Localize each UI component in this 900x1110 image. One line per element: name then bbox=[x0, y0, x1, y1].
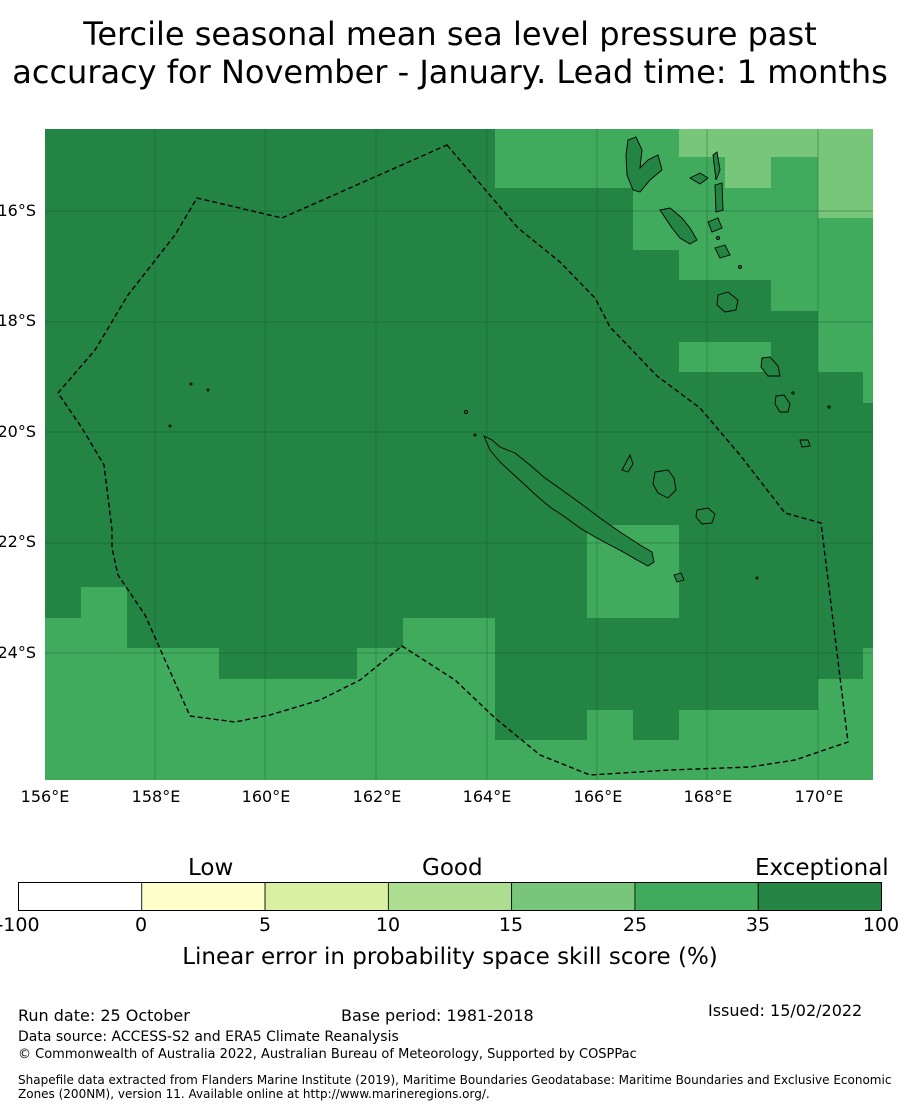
efate-island bbox=[716, 291, 739, 313]
category-exceptional: Exceptional bbox=[755, 855, 889, 881]
lifou-island bbox=[652, 469, 677, 499]
map-title-line-2: accuracy for November - January. Lead ti… bbox=[12, 53, 888, 91]
colorbar-segment bbox=[387, 882, 513, 911]
espiritu-santo-island bbox=[625, 136, 663, 193]
malekula-island bbox=[659, 207, 698, 245]
lat-label: 22°S bbox=[0, 532, 36, 551]
colorbar-tick: 15 bbox=[498, 914, 524, 936]
map-gridlines bbox=[45, 129, 873, 780]
map-title-line-1: Tercile seasonal mean sea level pressure… bbox=[83, 15, 817, 53]
colorbar-segment bbox=[511, 882, 636, 911]
colorbar-segment bbox=[264, 882, 389, 911]
skill-cells-25-35 bbox=[45, 129, 873, 780]
colorbar-tick: 5 bbox=[258, 914, 272, 936]
colorbar-tick: 35 bbox=[745, 914, 771, 936]
base-period: Base period: 1981-2018 bbox=[341, 1006, 534, 1025]
copyright: © Commonwealth of Australia 2022, Austra… bbox=[18, 1047, 637, 1062]
colorbar bbox=[18, 882, 882, 911]
new-caledonia-island bbox=[483, 435, 655, 567]
colorbar-tick: 100 bbox=[862, 914, 900, 936]
colorbar-segment bbox=[634, 882, 759, 911]
colorbar-tick: -100 bbox=[0, 914, 40, 936]
ambrym-island bbox=[707, 217, 723, 233]
lat-label: 18°S bbox=[0, 311, 36, 330]
aneityum-island bbox=[799, 439, 811, 448]
issued-date: Issued: 15/02/2022 bbox=[708, 1001, 863, 1020]
lon-label: 168°E bbox=[683, 787, 733, 806]
lon-label: 160°E bbox=[241, 787, 291, 806]
category-good: Good bbox=[422, 855, 483, 881]
colorbar-label: Linear error in probability space skill … bbox=[182, 944, 718, 970]
colorbar-tick: 0 bbox=[134, 914, 148, 936]
run-date: Run date: 25 October bbox=[18, 1006, 190, 1025]
skill-cells-15-25 bbox=[679, 129, 873, 218]
lon-label: 156°E bbox=[20, 787, 70, 806]
shapefile-credit: Shapefile data extracted from Flanders M… bbox=[18, 1073, 892, 1101]
lat-label: 20°S bbox=[0, 422, 36, 441]
eez-boundary bbox=[57, 144, 849, 776]
lat-label: 24°S bbox=[0, 643, 36, 662]
lon-label: 162°E bbox=[352, 787, 402, 806]
colorbar-tick: 25 bbox=[622, 914, 648, 936]
lon-label: 170°E bbox=[794, 787, 844, 806]
colorbar-outline bbox=[18, 882, 882, 911]
data-source: Data source: ACCESS-S2 and ERA5 Climate … bbox=[18, 1029, 399, 1045]
mare-island bbox=[695, 507, 716, 525]
maewo-island bbox=[714, 182, 724, 213]
lon-label: 158°E bbox=[131, 787, 181, 806]
skill-map bbox=[45, 129, 873, 780]
tanna-island bbox=[774, 394, 791, 413]
lat-label: 16°S bbox=[0, 201, 36, 220]
erromango-island bbox=[760, 356, 781, 377]
colorbar-segment bbox=[141, 882, 266, 911]
category-low: Low bbox=[188, 855, 234, 881]
ouvea-island bbox=[621, 453, 634, 473]
colorbar-segment bbox=[757, 882, 882, 911]
epi-island bbox=[714, 244, 731, 259]
coastlines bbox=[168, 136, 831, 583]
pentecost-island bbox=[712, 151, 721, 181]
colorbar-tick: 10 bbox=[375, 914, 401, 936]
isle-of-pines-island bbox=[673, 572, 685, 583]
lon-label: 164°E bbox=[462, 787, 512, 806]
colorbar-segment bbox=[18, 882, 143, 911]
lon-label: 166°E bbox=[573, 787, 623, 806]
ambae-island bbox=[689, 172, 709, 185]
